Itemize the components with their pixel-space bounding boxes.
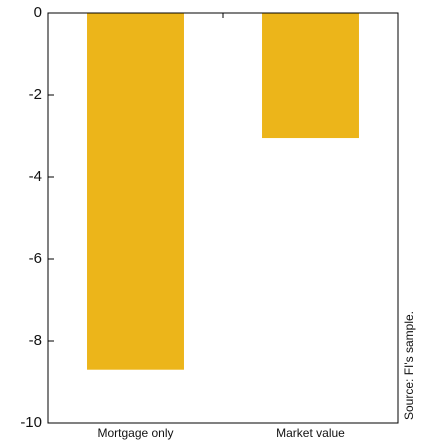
y-tick-label: -8	[29, 332, 42, 349]
plot-frame	[47, 12, 399, 424]
y-tick-label: 0	[34, 4, 42, 21]
y-tick-label: -10	[20, 414, 42, 431]
bar	[87, 13, 184, 370]
x-tick-label: Market value	[276, 426, 345, 440]
y-tick-label: -6	[29, 250, 42, 267]
bar	[262, 13, 359, 139]
y-tick-label: -4	[29, 168, 42, 185]
x-tick-label: Mortgage only	[97, 426, 173, 440]
source-note: Source: FI's sample.	[402, 311, 416, 420]
y-tick-label: -2	[29, 86, 42, 103]
